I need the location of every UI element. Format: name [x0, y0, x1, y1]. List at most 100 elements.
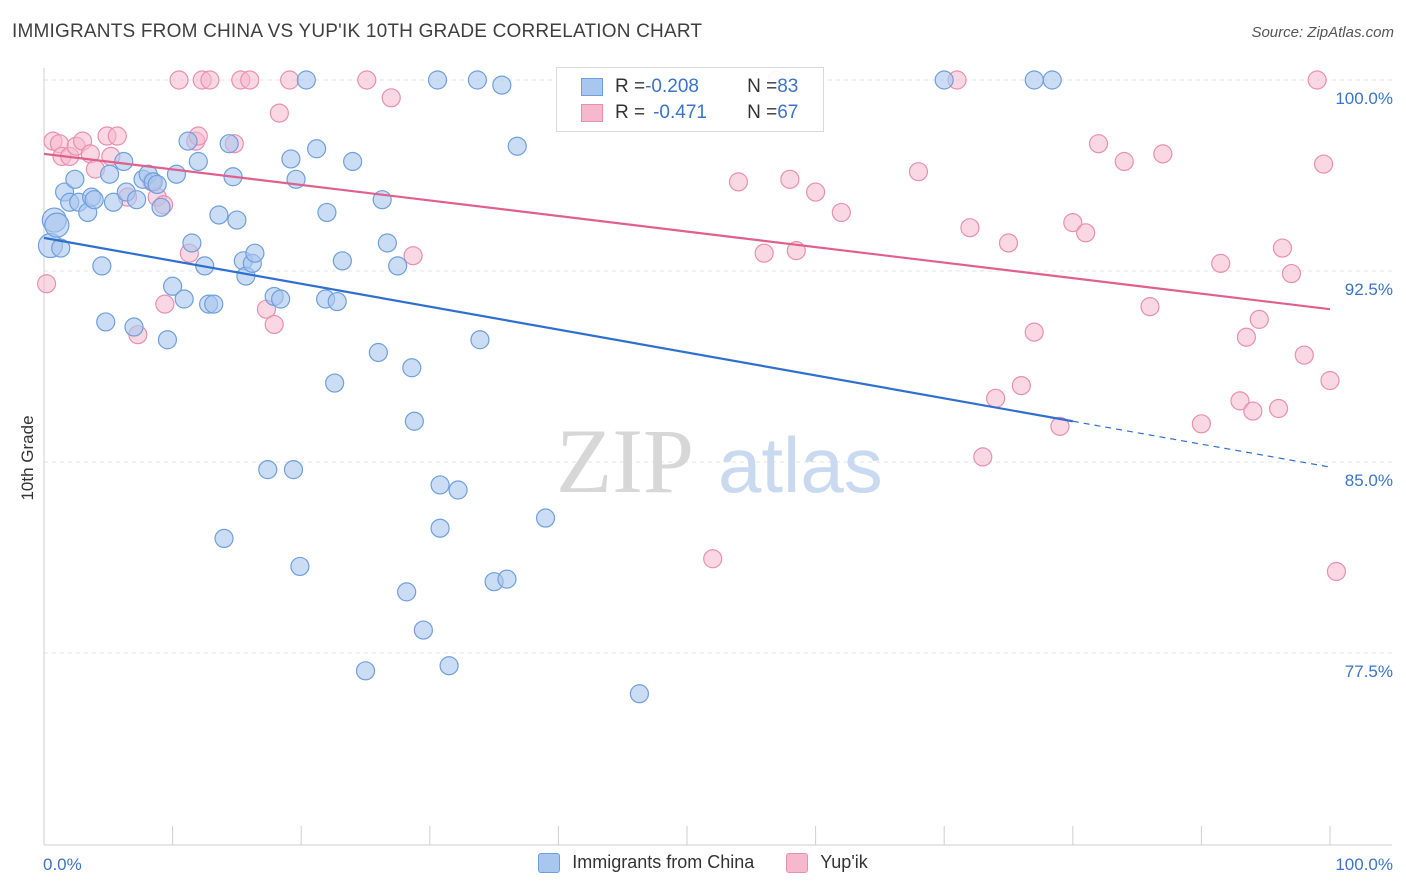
data-point-yupik — [1307, 70, 1327, 90]
data-point-china — [388, 256, 408, 276]
data-point-yupik — [1024, 322, 1044, 342]
data-point-china — [317, 202, 337, 223]
data-point-yupik — [240, 70, 260, 90]
data-point-yupik — [960, 218, 980, 238]
legend-swatch-china — [581, 78, 603, 96]
data-point-china — [430, 518, 450, 538]
data-point-yupik — [1236, 327, 1257, 347]
legend-label-yupik: Yup'ik — [820, 852, 868, 872]
data-point-china — [157, 330, 178, 350]
data-point-china — [103, 192, 124, 212]
data-point-china — [467, 70, 487, 90]
axes — [43, 68, 1392, 846]
y-tick-label: 100.0% — [1335, 89, 1393, 108]
data-point-china — [377, 233, 397, 253]
data-point-yupik — [264, 314, 284, 335]
data-point-china — [327, 291, 347, 312]
data-point-yupik — [1063, 213, 1083, 233]
data-point-yupik — [381, 88, 401, 108]
watermark-zip: ZIP — [556, 410, 694, 512]
data-point-china — [182, 233, 202, 253]
series-china-points — [37, 70, 1062, 704]
data-point-china — [296, 70, 316, 90]
data-point-china — [281, 149, 301, 169]
legend-n-label: N = — [747, 76, 778, 97]
data-point-yupik — [403, 246, 423, 266]
data-point-china — [427, 70, 448, 90]
legend-swatch-yupik — [581, 104, 603, 122]
data-point-yupik — [169, 70, 189, 90]
data-point-china — [368, 342, 388, 363]
data-point-china — [92, 256, 112, 276]
legend-swatch-china — [538, 852, 561, 873]
tick-labels: 77.5% 85.0% 92.5% 100.0% 0.0% 100.0% — [43, 89, 1393, 874]
data-point-yupik — [269, 103, 289, 123]
data-point-china — [325, 373, 345, 393]
data-point-yupik — [831, 202, 851, 223]
data-point-yupik — [1153, 144, 1173, 164]
data-point-china — [258, 460, 278, 480]
data-point-yupik — [1230, 391, 1250, 411]
data-point-yupik — [1243, 401, 1263, 421]
data-point-china — [209, 205, 229, 225]
data-point-yupik — [1320, 370, 1340, 391]
data-point-china — [163, 276, 183, 296]
data-point-yupik — [1272, 238, 1293, 258]
data-point-china — [214, 528, 234, 549]
data-point-yupik — [1249, 309, 1269, 329]
data-point-yupik — [1088, 134, 1109, 154]
data-point-yupik — [1294, 345, 1314, 365]
data-point-china — [934, 70, 954, 90]
data-point-china — [147, 174, 167, 195]
data-point-china — [65, 169, 85, 189]
data-point-yupik — [1076, 223, 1096, 243]
y-tick-label: 85.0% — [1345, 471, 1393, 490]
source-label: Source: ZipAtlas.com — [1251, 24, 1394, 41]
x-tick-label: 0.0% — [43, 855, 82, 874]
data-point-china — [402, 358, 422, 378]
data-point-yupik — [280, 70, 300, 90]
legend-n-value: 67 — [777, 102, 799, 123]
data-point-yupik — [1211, 253, 1231, 273]
data-point-china — [227, 210, 247, 230]
y-axis-label: 10th Grade — [18, 415, 37, 500]
data-point-china — [99, 164, 120, 184]
data-point-china — [507, 136, 527, 156]
data-point-china — [492, 75, 512, 95]
data-point-china — [1042, 70, 1062, 90]
data-point-china — [44, 212, 70, 238]
data-point-yupik — [805, 182, 826, 202]
data-point-china — [413, 620, 433, 640]
data-point-china — [114, 151, 134, 172]
data-point-china — [245, 243, 265, 263]
legend-item-yupik[interactable]: Yup'ik — [786, 852, 868, 873]
data-point-yupik — [986, 388, 1006, 408]
legend-row-china: R = -0.208 N = 83 — [581, 75, 798, 99]
data-point-china — [174, 289, 194, 309]
legend-item-china[interactable]: Immigrants from China — [538, 852, 754, 873]
data-point-china — [271, 289, 291, 309]
trend-lines — [43, 152, 1331, 468]
data-point-china — [470, 330, 490, 350]
data-point-yupik — [155, 294, 175, 314]
chart-title: IMMIGRANTS FROM CHINA VS YUP'IK 10TH GRA… — [12, 21, 703, 42]
data-point-yupik — [728, 172, 749, 192]
data-point-china — [283, 460, 304, 480]
data-point-china — [307, 139, 327, 159]
data-point-china — [178, 131, 198, 151]
data-point-china — [124, 317, 144, 337]
series-legend: Immigrants from China Yup'ik — [0, 852, 1406, 873]
data-point-yupik — [1326, 561, 1347, 582]
legend-label-china: Immigrants from China — [572, 852, 755, 872]
data-point-china — [126, 190, 147, 210]
grid-lines — [44, 79, 1392, 654]
data-point-china — [497, 569, 517, 589]
data-point-china — [355, 661, 376, 681]
x-tick-label: 100.0% — [1335, 855, 1393, 874]
data-point-yupik — [1114, 151, 1134, 172]
data-point-yupik — [1268, 398, 1289, 419]
data-point-china — [219, 134, 239, 154]
data-point-yupik — [1281, 263, 1302, 284]
watermark-atlas: atlas — [718, 421, 883, 509]
trend-line-china — [43, 236, 1073, 423]
